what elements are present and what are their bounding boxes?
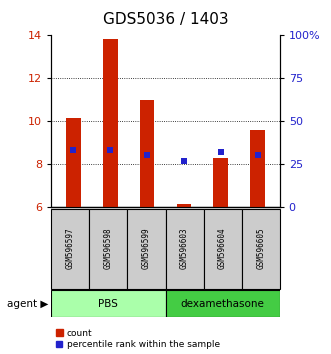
Text: agent ▶: agent ▶: [7, 298, 48, 309]
Text: GSM596597: GSM596597: [66, 228, 75, 269]
Bar: [89, 209, 127, 289]
Legend: count, percentile rank within the sample: count, percentile rank within the sample: [56, 329, 220, 349]
Text: GSM596604: GSM596604: [218, 228, 227, 269]
Bar: [213, 158, 228, 207]
Bar: [176, 204, 191, 207]
Bar: [166, 209, 204, 289]
Bar: [204, 209, 242, 289]
Text: dexamethasone: dexamethasone: [181, 298, 264, 309]
Text: GSM596598: GSM596598: [104, 228, 113, 269]
Text: PBS: PBS: [98, 298, 118, 309]
Text: GDS5036 / 1403: GDS5036 / 1403: [103, 12, 228, 27]
Text: GSM596603: GSM596603: [180, 228, 189, 269]
Bar: [250, 130, 265, 207]
Bar: [51, 290, 166, 317]
Bar: [51, 209, 89, 289]
Text: GSM596605: GSM596605: [256, 228, 265, 269]
Bar: [127, 209, 166, 289]
Bar: [66, 118, 81, 207]
Bar: [242, 209, 280, 289]
Bar: [140, 100, 155, 207]
Text: GSM596599: GSM596599: [142, 228, 151, 269]
Bar: [103, 39, 118, 207]
Bar: [166, 290, 280, 317]
